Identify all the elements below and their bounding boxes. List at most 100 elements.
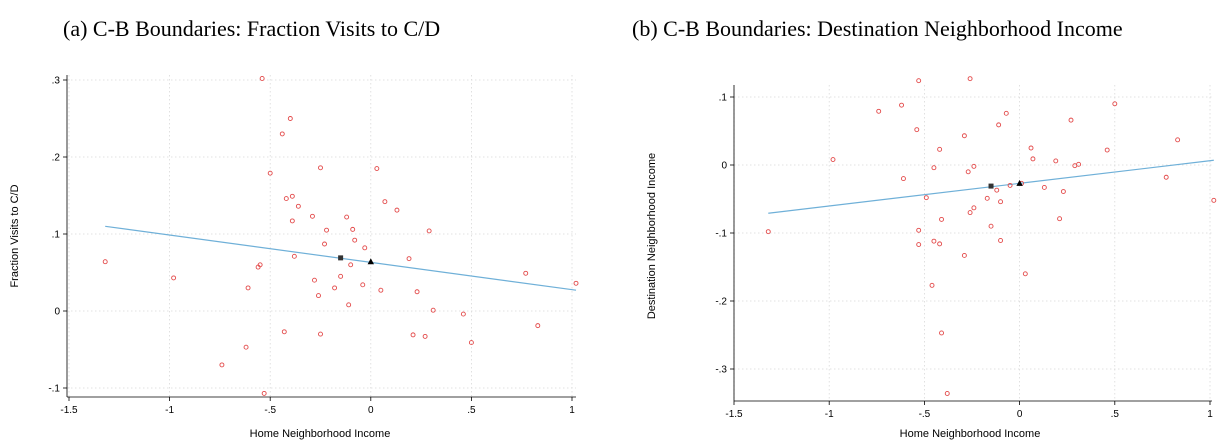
chart-a-x-tick-label-5: 1 — [569, 405, 575, 416]
chart-a-data-point-7 — [259, 76, 265, 81]
chart-a-square-marker — [338, 255, 344, 261]
chart-b-data-point-7 — [916, 227, 922, 233]
chart-a-data-point-8 — [261, 390, 267, 396]
chart-b-data-point-6 — [916, 78, 922, 84]
chart-a-x-tick-label-3: 0 — [368, 405, 374, 416]
chart-a-data-point-31 — [352, 237, 358, 243]
chart-a-data-point-35 — [378, 287, 384, 293]
chart-a-data-point-19 — [312, 277, 317, 283]
chart-a-data-point-16 — [291, 253, 297, 259]
chart-b-data-point-8 — [916, 242, 922, 248]
chart-a: -1.5 -1 -.5 0 .5 1 -.1 0 .1 .2 .3 Home Neighborhood… — [9, 75, 579, 440]
chart-a-data-point-41 — [422, 333, 428, 339]
chart-a-x-tick-label-4: .5 — [467, 405, 476, 416]
chart-a-data-point-24 — [324, 227, 329, 233]
chart-a-data-point-6 — [257, 262, 263, 268]
chart-b-data-point-18 — [961, 133, 967, 139]
chart-a-y-tick-label-2: .1 — [52, 230, 61, 241]
chart-a-title: (a) C-B Boundaries: Fraction Visits to C… — [63, 16, 441, 41]
chart-a-data-point-0 — [102, 259, 108, 265]
chart-a-y-tick-label-3: .2 — [52, 153, 61, 164]
chart-a-data-point-12 — [283, 196, 289, 202]
chart-b-x-tick-label-5: 1 — [1207, 409, 1213, 420]
chart-a-data-point-44 — [460, 311, 466, 317]
chart-b-title: (b) C-B Boundaries: Destination Neighbor… — [632, 16, 1123, 41]
chart-b-data-point-9 — [923, 195, 929, 201]
chart-b-data-point-37 — [1041, 184, 1047, 190]
chart-a-x-tick-label-1: -1 — [165, 405, 174, 416]
chart-b-y-axis-title: Destination Neighborhood Income — [646, 153, 658, 319]
chart-b-data-point-48 — [1211, 197, 1217, 203]
chart-b-data-point-46 — [1163, 174, 1169, 180]
chart-a-data-point-14 — [289, 193, 295, 199]
chart-a-x-tick-label-2: -.5 — [264, 405, 276, 416]
chart-b-data-point-16 — [939, 216, 944, 222]
chart-a-data-point-4 — [245, 285, 251, 291]
chart-b-data-point-20 — [965, 169, 971, 175]
chart-a-data-point-22 — [318, 331, 323, 337]
chart-b-data-point-44 — [1104, 147, 1110, 153]
chart-b-data-point-32 — [1007, 182, 1013, 188]
chart-a-data-point-28 — [346, 302, 352, 308]
chart-a-data-point-21 — [318, 165, 323, 171]
chart-a-data-point-39 — [410, 332, 416, 338]
chart-b-y-tick-label-4: .1 — [719, 93, 728, 104]
chart-b-data-point-40 — [1060, 189, 1066, 194]
chart-b-x-tick-label-4: .5 — [1111, 409, 1120, 420]
chart-b-data-point-13 — [937, 146, 943, 152]
chart-b-triangle-marker — [1016, 179, 1023, 186]
chart-b-data-point-12 — [931, 238, 937, 244]
chart-b-data-point-41 — [1068, 117, 1074, 123]
chart-a-data-point-18 — [310, 213, 315, 219]
chart-b-data-point-15 — [939, 330, 944, 336]
chart-b-data-point-10 — [929, 282, 935, 288]
chart-a-y-axis-title: Fraction Visits to C/D — [9, 184, 21, 287]
chart-b-data-point-24 — [971, 163, 977, 169]
chart-b-data-point-27 — [994, 187, 1000, 193]
chart-a-data-point-47 — [535, 323, 541, 329]
chart-a-data-point-33 — [362, 245, 368, 251]
chart-b-x-tick-label-2: -.5 — [919, 409, 931, 420]
chart-a-data-point-36 — [382, 199, 388, 205]
chart-b-y-tick-label-2: -.1 — [715, 229, 727, 240]
chart-b-data-point-1 — [830, 157, 836, 163]
chart-b-y-tick-label-3: 0 — [721, 161, 727, 172]
chart-b-data-point-36 — [1030, 156, 1036, 162]
chart-b-x-tick-label-0: -1.5 — [725, 409, 743, 420]
chart-a-data-point-1 — [171, 275, 177, 281]
chart-b-data-point-35 — [1028, 145, 1034, 151]
chart-a-data-point-27 — [344, 214, 350, 220]
chart-b-data-point-43 — [1076, 161, 1082, 167]
chart-a-data-point-10 — [279, 131, 285, 137]
chart-b-data-point-23 — [971, 205, 977, 211]
chart-a-data-point-9 — [267, 170, 273, 176]
chart-b-data-point-38 — [1053, 158, 1059, 164]
chart-b-y-tick-label-1: -.2 — [715, 297, 727, 308]
chart-b-data-point-25 — [984, 195, 990, 201]
chart-a-data-point-29 — [348, 262, 354, 268]
chart-b-data-point-4 — [901, 176, 906, 182]
chart-a-data-point-34 — [374, 166, 380, 172]
chart-b-data-point-26 — [988, 223, 994, 229]
chart-b-y-tick-label-0: -.3 — [715, 365, 727, 376]
chart-a-data-point-11 — [281, 329, 287, 335]
chart-a-data-point-38 — [406, 256, 412, 262]
chart-a-data-point-23 — [322, 241, 327, 247]
chart-a-data-point-42 — [426, 228, 432, 234]
chart-b-data-point-11 — [931, 165, 937, 171]
chart-b-x-axis-title: Home Neighborhood Income — [900, 428, 1041, 440]
chart-a-data-point-40 — [414, 289, 420, 295]
chart-a-y-tick-label-0: -.1 — [48, 384, 60, 395]
chart-b-data-point-39 — [1057, 216, 1063, 222]
chart-b-data-point-31 — [1003, 110, 1009, 116]
chart-a-data-point-25 — [332, 285, 338, 291]
chart-b-data-point-47 — [1175, 137, 1181, 143]
chart-a-data-point-26 — [338, 273, 344, 279]
chart-b-data-point-19 — [961, 252, 967, 258]
chart-b-data-point-5 — [914, 127, 920, 133]
chart-a-data-point-2 — [219, 362, 225, 368]
chart-a-data-point-17 — [295, 203, 301, 209]
chart-b-data-point-30 — [998, 238, 1004, 243]
chart-b-x-tick-label-1: -1 — [825, 409, 834, 420]
